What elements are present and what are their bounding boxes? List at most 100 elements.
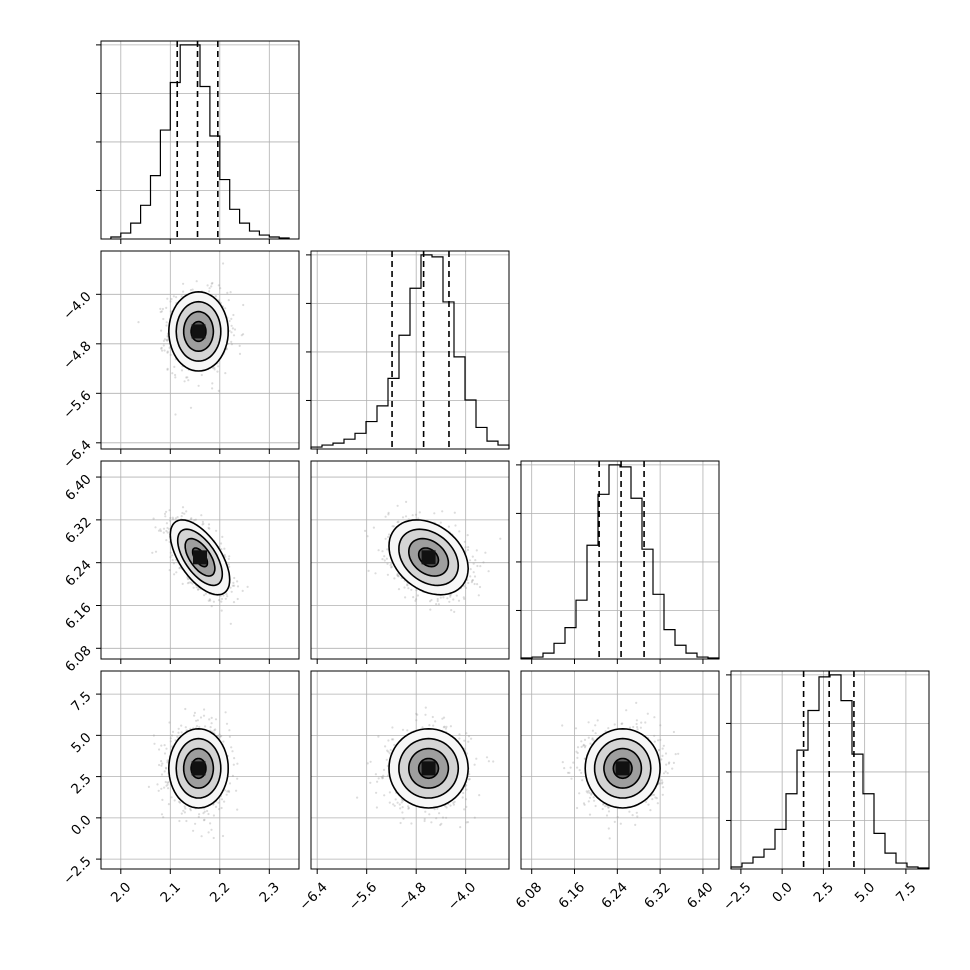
scatter-point xyxy=(392,738,395,741)
scatter-point xyxy=(471,579,474,582)
scatter-point xyxy=(152,734,155,737)
scatter-point xyxy=(471,579,474,582)
scatter-point xyxy=(415,589,418,592)
scatter-point xyxy=(191,582,194,585)
scatter-point xyxy=(172,562,175,565)
scatter-point xyxy=(424,713,427,716)
scatter-point xyxy=(224,307,227,310)
scatter-point xyxy=(586,791,589,794)
scatter-point xyxy=(463,739,466,742)
y-tick-label: 7.5 xyxy=(68,688,95,715)
scatter-point xyxy=(662,772,666,775)
scatter-point xyxy=(165,510,168,513)
scatter-point xyxy=(461,796,464,799)
scatter-point xyxy=(656,802,659,805)
scatter-point xyxy=(182,282,185,285)
scatter-point xyxy=(211,382,214,385)
scatter-point xyxy=(207,812,210,816)
scatter-point xyxy=(189,289,192,292)
scatter-point xyxy=(607,806,610,809)
scatter-point xyxy=(160,310,163,313)
scatter-point xyxy=(576,756,579,760)
scatter-point xyxy=(203,594,206,597)
scatter-point xyxy=(220,600,223,603)
scatter-point xyxy=(382,774,385,777)
scatter-point xyxy=(665,763,668,766)
scatter-point xyxy=(485,756,489,759)
scatter-point xyxy=(228,790,231,794)
scatter-point xyxy=(163,770,166,773)
scatter-point xyxy=(160,813,164,816)
scatter-point xyxy=(620,722,623,726)
scatter-point xyxy=(161,307,164,311)
scatter-point xyxy=(230,746,233,749)
scatter-point xyxy=(473,816,476,819)
scatter-point xyxy=(587,789,590,793)
scatter-point xyxy=(383,794,386,797)
scatter-point xyxy=(137,321,140,324)
scatter-point xyxy=(398,803,401,806)
contour-line-3 xyxy=(584,727,661,809)
scatter-point xyxy=(177,731,180,734)
scatter-point xyxy=(214,718,218,721)
scatter-point xyxy=(445,816,448,819)
scatter-point xyxy=(211,281,214,285)
density-peak-cell xyxy=(615,761,630,776)
scatter-point xyxy=(226,595,229,598)
scatter-point xyxy=(442,716,446,719)
scatter-point xyxy=(406,729,409,732)
scatter-point xyxy=(186,582,190,585)
scatter-point xyxy=(182,809,185,812)
scatter-point xyxy=(561,761,564,764)
density-peak-cell xyxy=(193,550,207,565)
scatter-point xyxy=(172,295,175,298)
scatter-point xyxy=(160,744,163,747)
scatter-point xyxy=(390,738,394,741)
scatter-point xyxy=(453,610,456,614)
scatter-point xyxy=(212,836,215,840)
scatter-point xyxy=(174,373,177,377)
scatter-point xyxy=(187,379,190,382)
scatter-point xyxy=(384,745,387,748)
scatter-point xyxy=(170,745,173,748)
scatter-point xyxy=(157,529,161,532)
scatter-point xyxy=(677,752,680,755)
scatter-point xyxy=(465,788,468,791)
scatter-point xyxy=(661,754,664,758)
scatter-point xyxy=(387,535,390,539)
scatter-point xyxy=(468,778,471,781)
scatter-point xyxy=(662,786,665,789)
scatter-point xyxy=(203,708,206,711)
scatter-point xyxy=(218,808,221,811)
plot-area xyxy=(101,251,299,449)
scatter-point xyxy=(164,766,168,769)
scatter-point xyxy=(204,725,207,728)
scatter-point xyxy=(469,575,472,578)
y-tick-label: −6.4 xyxy=(60,437,94,471)
scatter-point xyxy=(180,369,184,372)
scatter-point xyxy=(156,783,159,786)
scatter-point xyxy=(224,597,227,600)
scatter-point xyxy=(466,821,470,824)
scatter-point xyxy=(449,594,452,597)
scatter-point xyxy=(431,715,434,719)
contour-line-3 xyxy=(167,290,230,372)
scatter-point xyxy=(445,806,448,809)
scatter-point xyxy=(388,533,391,536)
scatter-point xyxy=(588,791,591,795)
scatter-point xyxy=(467,778,470,781)
scatter-point xyxy=(453,800,456,803)
scatter-point xyxy=(236,585,240,588)
scatter-point xyxy=(242,303,245,307)
scatter-point xyxy=(467,735,471,738)
scatter-point xyxy=(223,553,226,557)
scatter-point xyxy=(228,565,231,568)
scatter-point xyxy=(180,295,183,298)
scatter-point xyxy=(478,794,481,797)
x-tick-label: −4.8 xyxy=(395,879,429,913)
scatter-point xyxy=(169,737,172,740)
scatter-point xyxy=(578,792,581,795)
scatter-point xyxy=(216,370,219,373)
scatter-point xyxy=(400,801,403,804)
scatter-point xyxy=(163,338,166,341)
